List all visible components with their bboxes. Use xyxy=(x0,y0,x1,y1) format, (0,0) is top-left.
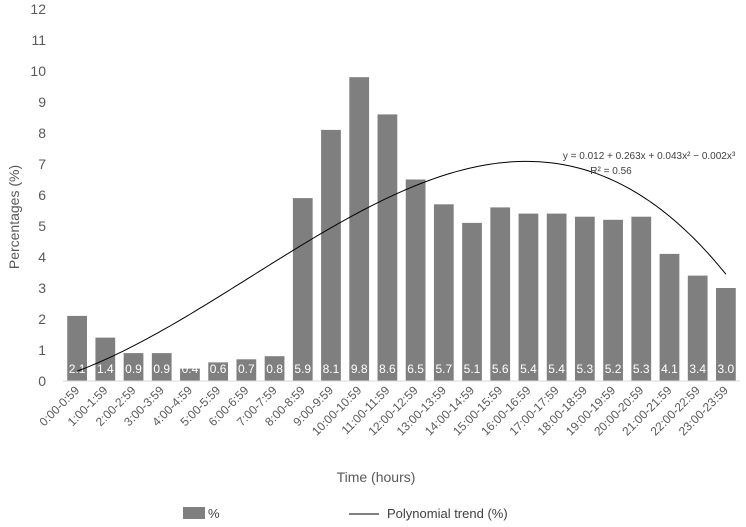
data-label: 9.8 xyxy=(351,362,368,376)
data-label: 8.6 xyxy=(379,362,396,376)
bar xyxy=(151,353,172,381)
data-label: 5.6 xyxy=(492,362,509,376)
bar xyxy=(574,216,595,381)
bar xyxy=(349,77,370,381)
data-label: 0.4 xyxy=(182,362,199,376)
y-tick-label: 11 xyxy=(31,32,46,48)
bar xyxy=(433,204,454,381)
bar xyxy=(659,253,680,381)
bar xyxy=(292,198,313,381)
data-label: 5.3 xyxy=(577,362,594,376)
data-label: 5.4 xyxy=(548,362,565,376)
bar xyxy=(264,356,285,381)
y-tick-label: 4 xyxy=(38,249,46,265)
bar xyxy=(377,114,398,382)
data-label: 5.3 xyxy=(633,362,650,376)
trend-line xyxy=(76,160,727,372)
data-label: 6.5 xyxy=(407,362,424,376)
legend-bar-label: % xyxy=(208,506,220,521)
legend-bar-swatch xyxy=(183,507,205,519)
y-tick-label: 7 xyxy=(38,156,46,172)
y-tick-label: 5 xyxy=(38,218,46,234)
y-tick-label: 10 xyxy=(30,63,46,79)
y-tick-label: 2 xyxy=(38,311,46,327)
data-label: 0.7 xyxy=(238,362,255,376)
bar xyxy=(236,359,257,381)
y-tick-label: 6 xyxy=(38,187,46,203)
bar xyxy=(631,216,652,381)
data-label: 0.9 xyxy=(153,362,170,376)
data-label: 5.9 xyxy=(294,362,311,376)
x-axis-title: Time (hours) xyxy=(337,469,416,485)
y-tick-label: 0 xyxy=(38,373,46,389)
y-tick-label: 9 xyxy=(38,94,46,110)
data-label: 3.4 xyxy=(689,362,706,376)
data-label: 2.1 xyxy=(69,362,86,376)
data-label: 0.9 xyxy=(125,362,142,376)
trend-equation: y = 0.012 + 0.263x + 0.043x² − 0.002x³ xyxy=(563,151,736,162)
bar xyxy=(716,288,736,381)
data-label: 0.8 xyxy=(266,362,283,376)
bar xyxy=(462,222,482,381)
bar xyxy=(546,213,567,381)
bar xyxy=(490,207,511,381)
data-label: 5.4 xyxy=(520,362,537,376)
bar xyxy=(180,368,200,381)
legend-trend-label: Polynomial trend (%) xyxy=(387,506,508,521)
legend: % Polynomial trend (%) xyxy=(183,506,508,521)
x-axis: 0:00-0:591:00-1:592:00-2:593:00-3:594:00… xyxy=(36,383,731,438)
data-labels: 2.1 1.4 0.9 0.9 0.4 0.6 0.7 0.8 5.9 8.1 9.8 8.6 6.5 5… xyxy=(69,362,735,376)
bar xyxy=(123,353,144,381)
bar xyxy=(405,179,426,381)
bar xyxy=(603,219,623,381)
trend-r-squared: R² = 0.56 xyxy=(590,166,632,177)
bar xyxy=(687,275,708,381)
data-label: 3.0 xyxy=(718,362,735,376)
bar xyxy=(321,129,341,381)
bar xyxy=(208,362,229,381)
y-tick-label: 1 xyxy=(38,342,46,358)
data-label: 0.6 xyxy=(210,362,227,376)
data-label: 4.1 xyxy=(661,362,678,376)
y-axis-title: Percentages (%) xyxy=(6,165,22,269)
data-label: 5.7 xyxy=(435,362,452,376)
data-label: 5.2 xyxy=(605,362,622,376)
bar xyxy=(518,213,539,381)
data-label: 1.4 xyxy=(97,362,114,376)
y-tick-label: 12 xyxy=(30,1,46,17)
data-label: 5.1 xyxy=(464,362,481,376)
data-label: 8.1 xyxy=(323,362,340,376)
y-tick-label: 8 xyxy=(38,125,46,141)
bars xyxy=(67,77,736,382)
y-tick-label: 3 xyxy=(38,280,46,296)
bar xyxy=(67,315,87,381)
